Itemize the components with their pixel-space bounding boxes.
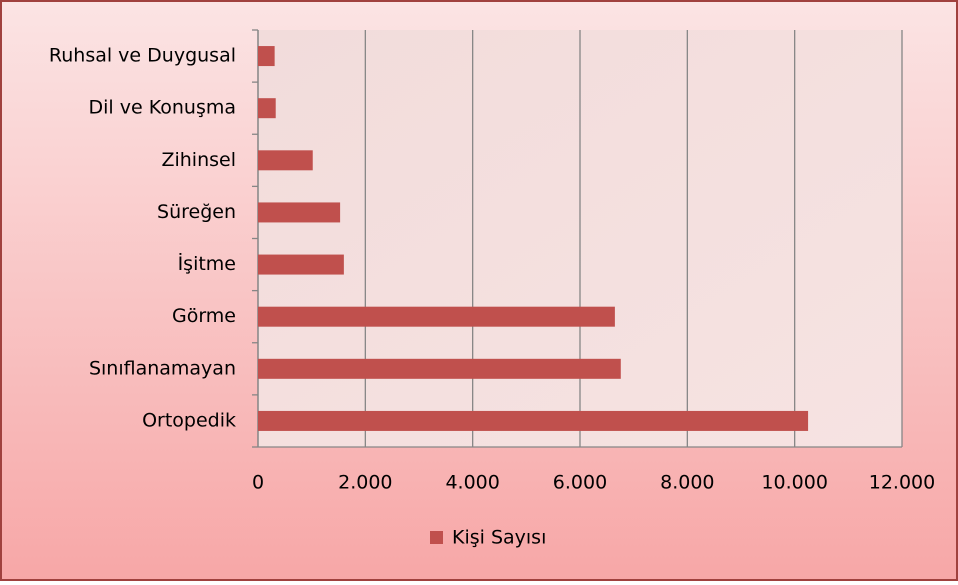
- y-tick-label: Süreğen: [157, 201, 236, 223]
- y-tick-label: Ortopedik: [142, 409, 236, 431]
- bar: [258, 358, 621, 379]
- y-tick-label: Dil ve Konuşma: [89, 97, 236, 119]
- legend-label: Kişi Sayısı: [452, 527, 546, 549]
- x-tick-label: 8.000: [660, 472, 714, 494]
- bar: [258, 46, 275, 67]
- legend-swatch: [430, 531, 443, 544]
- x-tick-label: 2.000: [338, 472, 392, 494]
- x-tick-label: 6.000: [553, 472, 607, 494]
- y-tick-label: Zihinsel: [161, 149, 236, 171]
- x-tick-label: 10.000: [761, 472, 827, 494]
- y-tick-label: Ruhsal ve Duygusal: [49, 45, 236, 67]
- y-tick-label: İşitme: [178, 252, 236, 275]
- bar: [258, 254, 344, 275]
- x-tick-label: 0: [252, 472, 264, 494]
- bar: [258, 150, 313, 171]
- y-tick-label: Görme: [172, 305, 236, 327]
- bar: [258, 202, 341, 223]
- x-tick-label: 4.000: [445, 472, 499, 494]
- x-tick-label: 12.000: [869, 472, 935, 494]
- bar: [258, 410, 809, 431]
- bar: [258, 306, 615, 327]
- bar: [258, 98, 276, 119]
- y-tick-label: Sınıflanamayan: [89, 357, 236, 379]
